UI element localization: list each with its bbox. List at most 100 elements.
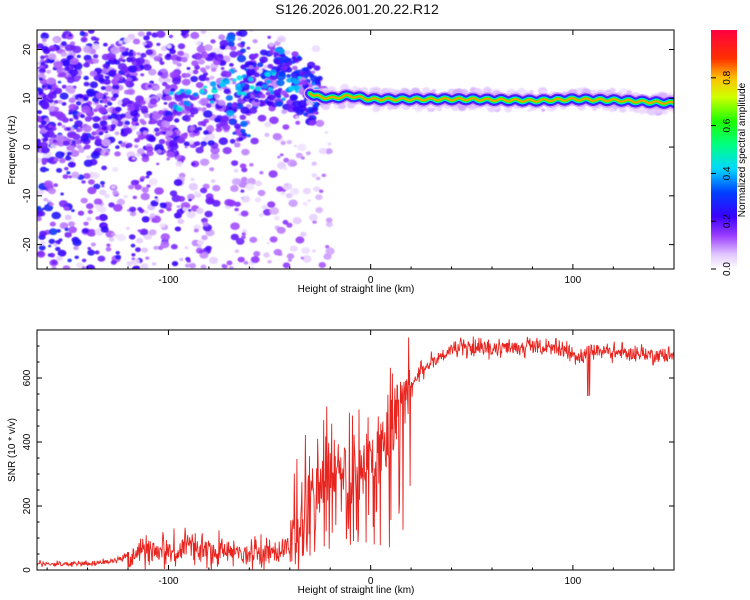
spectrogram-cell (95, 216, 101, 221)
spectrogram-cell (321, 103, 331, 111)
x-tick-label: 0 (368, 576, 374, 587)
spectrogram-cell (131, 253, 136, 257)
spectrogram-cell (212, 86, 217, 90)
spectrogram-cell (208, 256, 219, 264)
spectrogram-cell (123, 37, 131, 44)
spectrogram-cell (278, 70, 286, 77)
spectrogram-cell (325, 247, 335, 255)
spectrogram-cell (295, 152, 303, 159)
spectrogram-y-label: Frequency (Hz) (7, 116, 18, 185)
spectrogram-cell (100, 181, 105, 185)
spectrogram-cell (81, 180, 86, 184)
spectrogram-cell (238, 137, 244, 142)
spectrogram-cell (84, 116, 92, 122)
spectrogram-cell (83, 46, 93, 54)
spectrogram-cell (92, 150, 100, 156)
spectrogram-cell (154, 143, 164, 152)
spectrogram-cell (244, 68, 248, 71)
spectrogram-cell (93, 108, 98, 113)
spectrogram-cell (76, 262, 84, 268)
spectrogram-cell (69, 118, 74, 122)
spectrogram-cell (128, 234, 136, 240)
spectrogram-cell (245, 183, 255, 191)
spectrogram-cell (240, 120, 248, 127)
spectrogram-cell (166, 53, 172, 58)
spectrogram-cell (48, 244, 52, 248)
spectrogram-cell (123, 127, 133, 135)
spectrogram-cell (281, 97, 286, 101)
spectrogram-cell (63, 206, 70, 211)
spectrogram-cell (202, 136, 209, 142)
spectrogram-cell (200, 30, 207, 34)
spectrogram-cell (37, 250, 46, 258)
spectrogram-cell (258, 213, 264, 218)
spectrogram-cell (80, 134, 89, 142)
x-tick-label: -100 (158, 576, 178, 587)
snr-frame (36, 329, 675, 571)
colorbar-tick-label: 0.2 (722, 214, 733, 228)
spectrogram-cell (241, 148, 250, 156)
spectrogram-cell (47, 105, 56, 112)
spectrogram-cell (225, 34, 236, 43)
spectrogram-cell (300, 256, 304, 260)
spectrogram-cell (104, 104, 108, 108)
spectrogram-cell (41, 161, 47, 166)
spectrogram-cell (327, 142, 332, 146)
spectrogram-cell (100, 226, 109, 233)
spectrogram-cell (214, 53, 224, 62)
spectrogram-cell (229, 266, 234, 269)
spectrogram-cell (73, 245, 79, 251)
spectrogram-cell (53, 183, 59, 188)
x-tick-label: -100 (158, 275, 178, 286)
spectrogram-cell (153, 55, 161, 62)
spectrogram-cell (42, 32, 46, 36)
spectrogram-cell (246, 104, 252, 108)
spectrogram-cell (288, 199, 298, 207)
spectrogram-cell (204, 44, 213, 52)
spectrogram-cell (293, 144, 298, 148)
spectrogram-cell (62, 265, 71, 269)
spectrogram-cell (315, 207, 324, 214)
spectrogram-cell (94, 138, 103, 145)
spectrogram-cell (265, 91, 271, 96)
spectrogram-cell (46, 69, 52, 74)
spectrogram-cell (233, 168, 239, 173)
spectrogram-cell (87, 91, 95, 98)
spectrogram-cell (68, 97, 76, 104)
spectrogram-cell (352, 85, 359, 92)
spectrogram-cell (282, 124, 290, 130)
spectrogram-cell (203, 85, 208, 89)
spectrogram-cell (282, 182, 293, 191)
spectrogram-cell (302, 255, 312, 263)
spectrogram-cell (37, 118, 43, 123)
spectrogram-cell (210, 39, 216, 44)
spectrogram-cell (127, 51, 134, 57)
spectrogram-cell (192, 69, 199, 75)
spectrogram-cell (71, 209, 75, 213)
spectrogram-cell (325, 148, 333, 155)
spectrogram-cell (134, 144, 139, 148)
colorbar-tick-label: 0.4 (722, 166, 733, 180)
spectrogram-cell (262, 84, 268, 89)
spectrogram-cell (174, 118, 180, 123)
spectrogram-cell (86, 203, 94, 210)
spectrogram-cell (256, 81, 264, 87)
spectrogram-cell (145, 256, 150, 260)
spectrogram-cell (275, 100, 284, 107)
spectrogram-cell (294, 188, 299, 193)
spectrogram-cell (141, 187, 149, 193)
spectrogram-cell (82, 124, 92, 133)
spectrogram-cell (234, 207, 239, 212)
spectrogram-cell (135, 57, 145, 65)
spectrogram-cell (77, 210, 85, 216)
spectrogram-y-ticks: 20 10 0 -10 -20 (22, 44, 674, 252)
spectrogram-cell (95, 92, 104, 99)
spectrogram-cell (68, 109, 73, 113)
spectrogram-cell (201, 107, 207, 111)
spectrogram-cell (241, 232, 246, 236)
spectrogram-cell (202, 221, 209, 227)
spectrogram-cell (43, 87, 48, 91)
spectrogram-cell (231, 102, 238, 109)
spectrogram-cell (78, 128, 83, 132)
spectrogram-cell (94, 204, 102, 210)
